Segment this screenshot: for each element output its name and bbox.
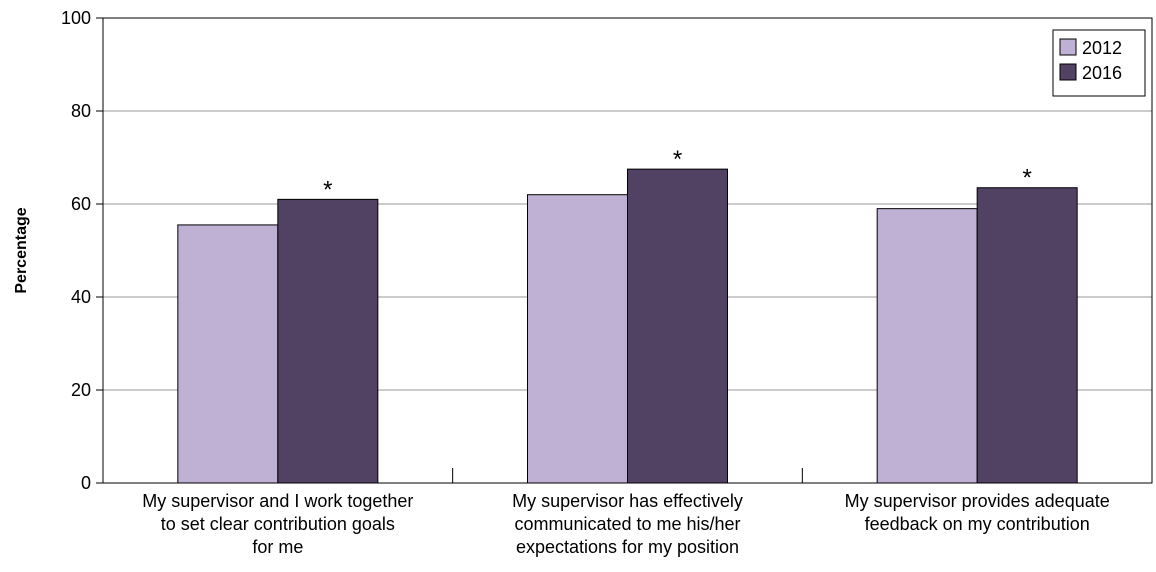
- significance-marker: *: [673, 146, 682, 173]
- x-category-label: for me: [252, 537, 303, 557]
- legend-label-2012: 2012: [1082, 38, 1122, 58]
- axes: [96, 17, 1153, 484]
- significance-marker: *: [323, 176, 332, 203]
- y-tick-label: 80: [71, 101, 91, 121]
- bar-2012-0: [177, 224, 279, 484]
- x-category-label: My supervisor has effectively: [512, 491, 743, 511]
- y-tick-label: 20: [71, 380, 91, 400]
- x-category-label: expectations for my position: [516, 537, 739, 557]
- labels: 0 20 40 60 80 100 Percentage My supervisor and …: [13, 8, 1110, 557]
- bar-2016-0: [277, 198, 379, 484]
- y-axis-label: Percentage: [13, 207, 30, 293]
- plot-frame: [102, 17, 1153, 484]
- legend-swatch-2012: [1059, 38, 1077, 56]
- y-tick-label: 100: [61, 8, 91, 28]
- bar-2012-2: [876, 208, 978, 484]
- y-tick-label: 60: [71, 194, 91, 214]
- legend-swatch-2016: [1059, 63, 1077, 81]
- x-category-label: communicated to me his/her: [514, 514, 740, 534]
- significance-marker: *: [1022, 165, 1031, 192]
- bar-2012-1: [527, 194, 628, 484]
- y-tick-label: 0: [81, 473, 91, 493]
- legend-label-2016: 2016: [1082, 63, 1122, 83]
- x-category-label: to set clear contribution goals: [161, 514, 395, 534]
- y-tick-label: 40: [71, 287, 91, 307]
- x-category-label: My supervisor provides adequate: [845, 491, 1110, 511]
- legend: 2012 2016: [1052, 29, 1146, 97]
- x-category-label: My supervisor and I work together: [142, 491, 413, 511]
- bar-2016-2: [976, 187, 1078, 484]
- bars: [177, 168, 1078, 484]
- x-category-label: feedback on my contribution: [865, 514, 1090, 534]
- bar-2016-1: [627, 168, 728, 484]
